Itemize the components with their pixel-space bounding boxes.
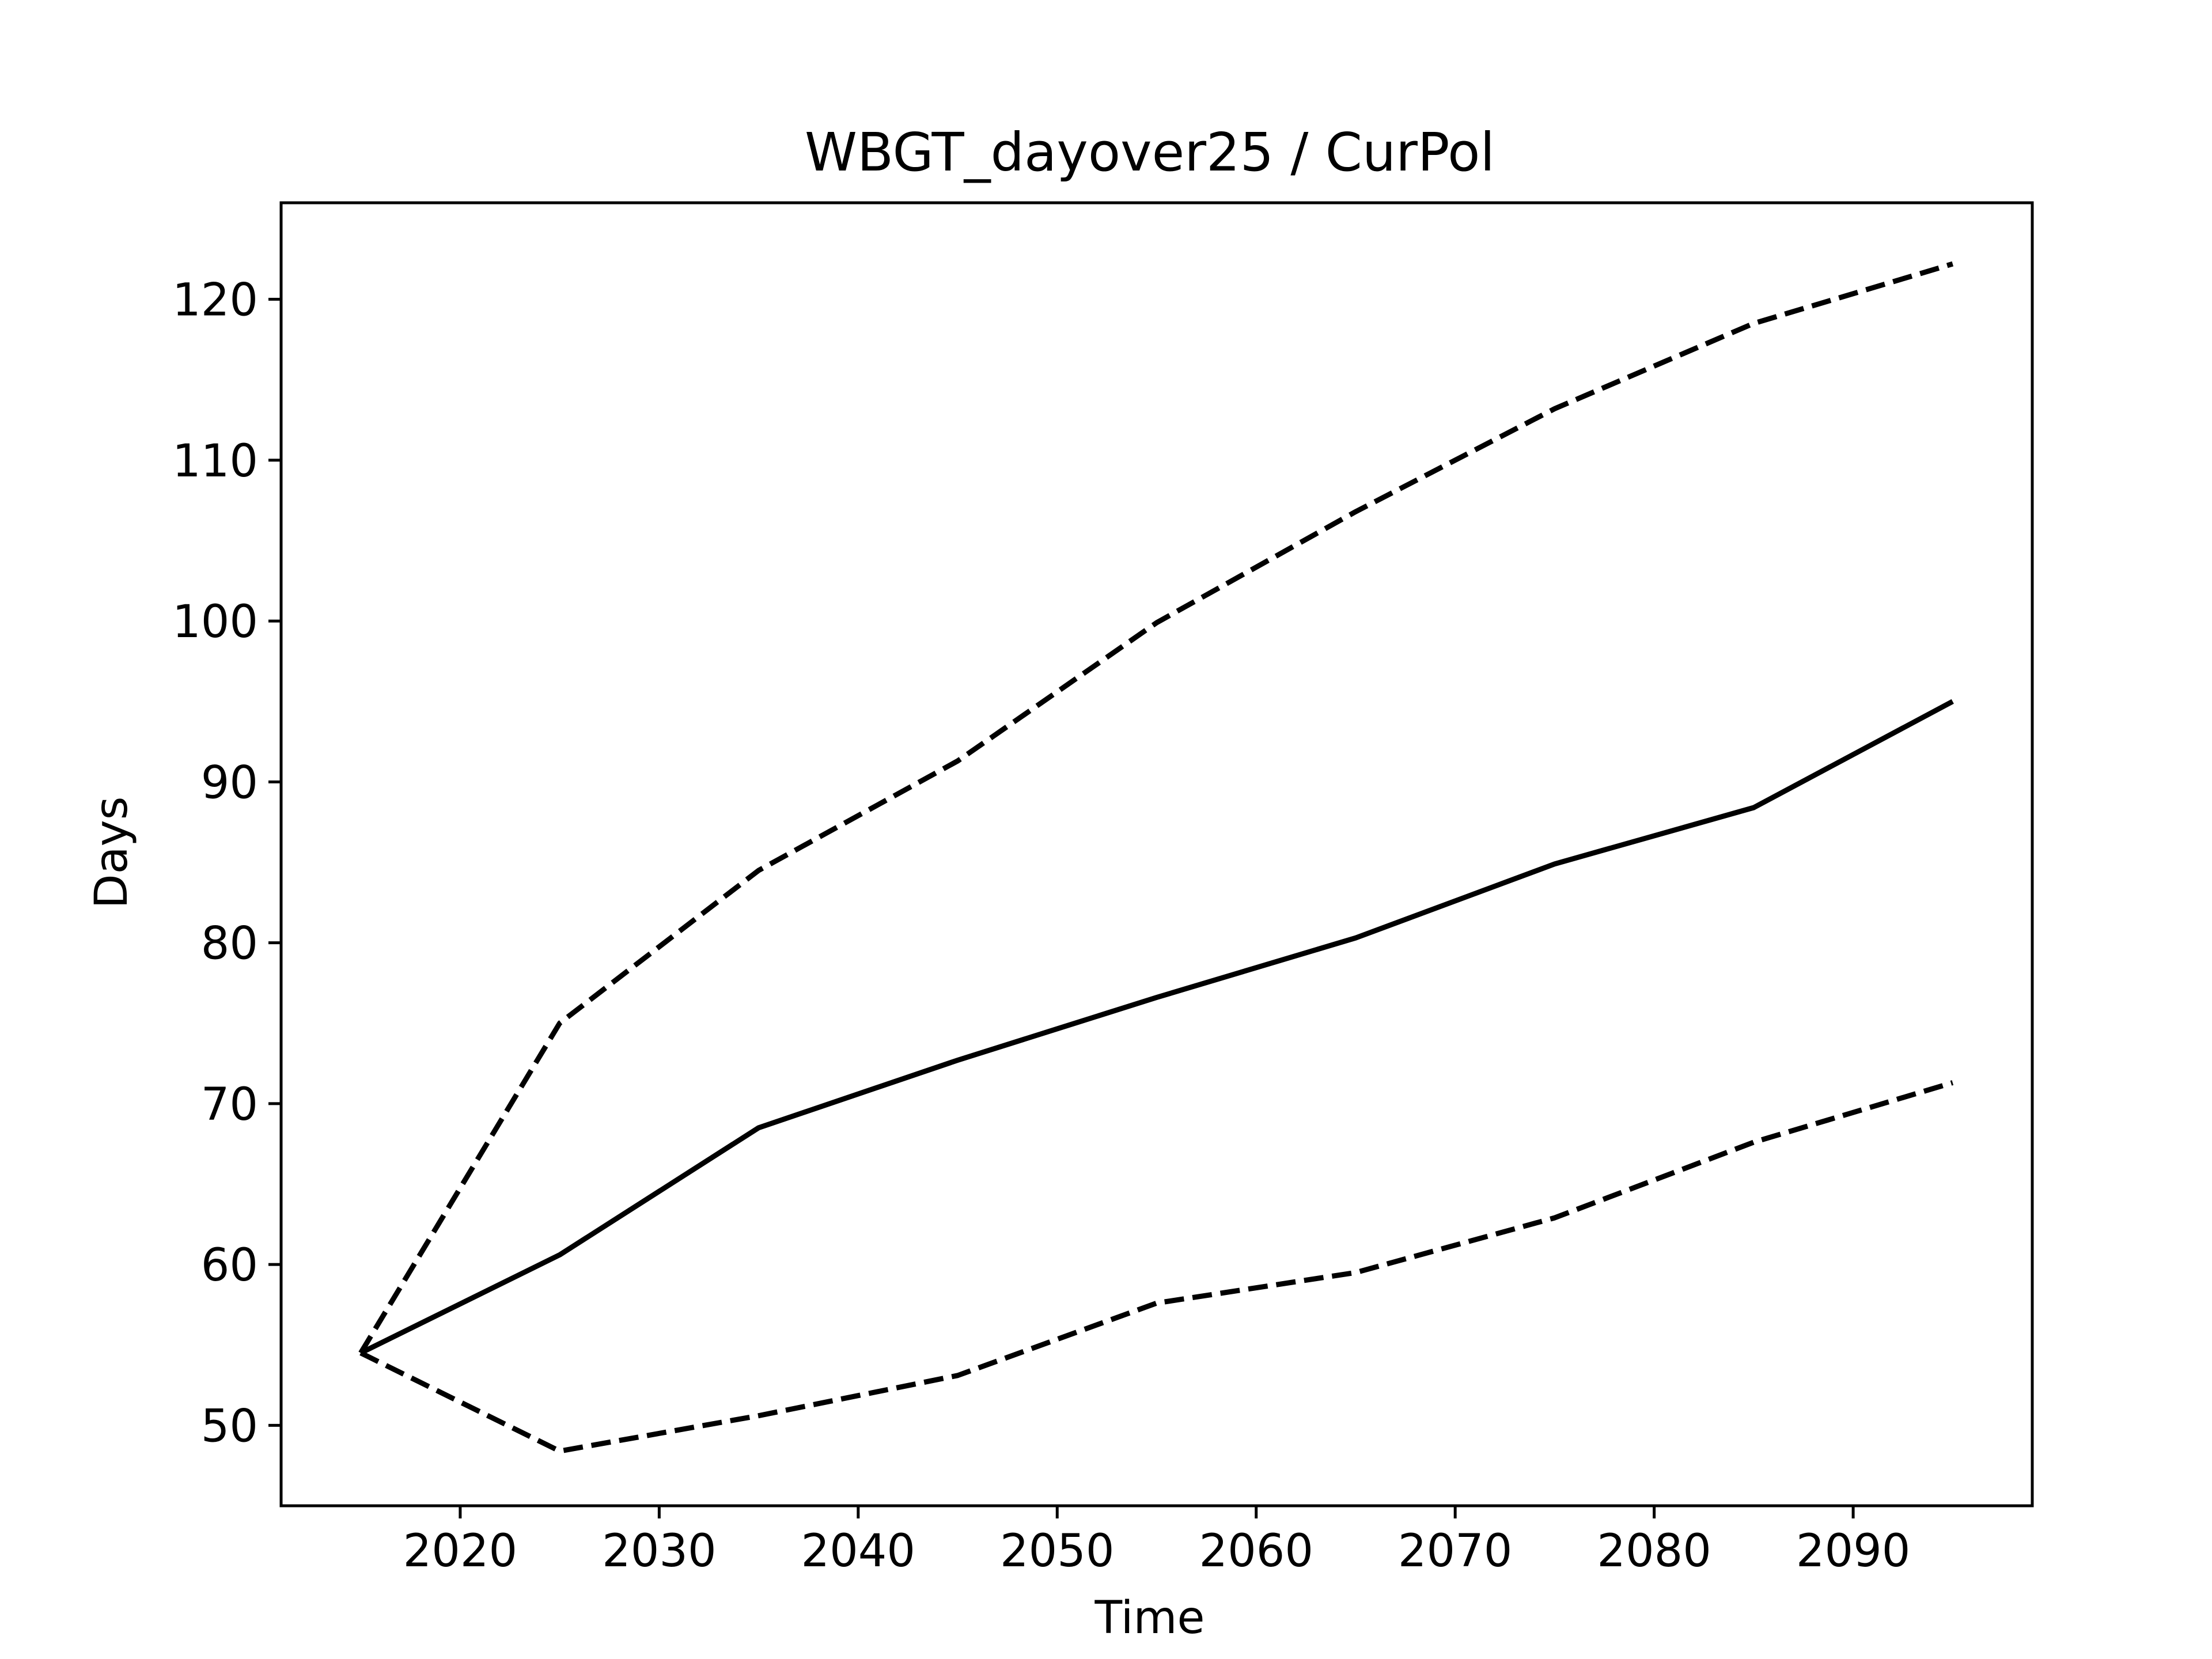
y-tick-label: 60 — [201, 1240, 258, 1291]
x-tick-label: 2090 — [1796, 1525, 1911, 1577]
x-tick-label: 2050 — [1000, 1525, 1115, 1577]
y-tick-label: 70 — [201, 1079, 258, 1131]
series-line-0 — [359, 699, 1954, 1355]
x-tick-label: 2060 — [1199, 1525, 1313, 1577]
y-tick-label: 80 — [201, 918, 258, 970]
x-axis-label: Time — [1094, 1592, 1205, 1644]
y-tick-label: 120 — [172, 275, 258, 327]
plot-frame — [279, 201, 2034, 1508]
chart-title: WBGT_dayover25 / CurPol — [805, 122, 1495, 183]
y-tick-label: 100 — [172, 596, 258, 648]
x-tick-label: 2030 — [602, 1525, 717, 1577]
y-tick-label: 110 — [172, 435, 258, 487]
plot-area: 2020 2030 2040 2050 2060 2070 2080 2090 50 60 70 80… — [172, 201, 2034, 1577]
y-tick-label: 90 — [201, 757, 258, 809]
x-tick-label: 2080 — [1597, 1525, 1711, 1577]
x-tick-label: 2020 — [403, 1525, 518, 1577]
x-tick-label: 2070 — [1398, 1525, 1513, 1577]
y-tick-label: 50 — [201, 1400, 258, 1452]
series-line-2 — [359, 1080, 1954, 1454]
x-tick-label: 2040 — [801, 1525, 916, 1577]
series-line-1 — [358, 261, 1954, 1355]
y-axis-label: Days — [86, 797, 138, 909]
